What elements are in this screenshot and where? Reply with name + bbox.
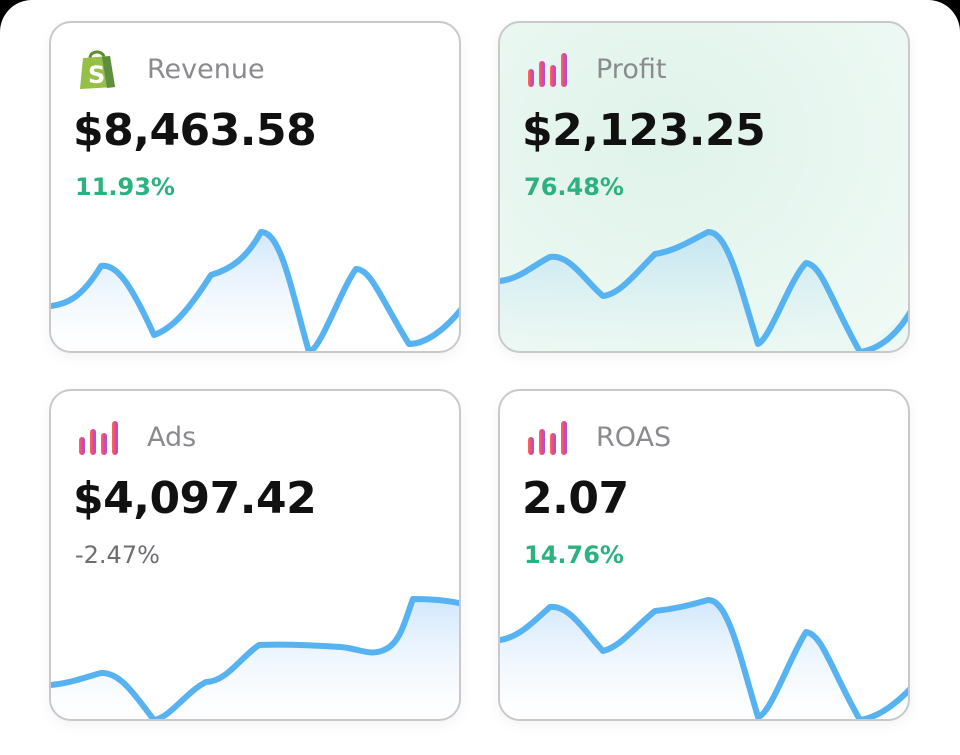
card-value: $2,123.25 [522, 105, 766, 156]
bar-chart-icon [77, 415, 123, 459]
revenue-card[interactable]: S Revenue $8,463.58 11.93% [49, 21, 461, 353]
roas-sparkline [500, 597, 908, 719]
card-header: Profit [526, 47, 666, 91]
profit-card[interactable]: Profit $2,123.25 76.48% [498, 21, 910, 353]
card-change: 11.93% [75, 173, 175, 201]
card-value: $8,463.58 [73, 105, 317, 156]
card-label: ROAS [596, 421, 672, 453]
card-header: ROAS [526, 415, 671, 459]
card-value: $4,097.42 [73, 473, 317, 524]
roas-card[interactable]: ROAS 2.07 14.76% [498, 389, 910, 721]
card-change: 14.76% [524, 541, 624, 569]
shopify-bag-icon: S [77, 47, 123, 91]
svg-text:S: S [88, 61, 105, 89]
profit-sparkline [500, 229, 908, 351]
card-label: Ads [147, 421, 197, 453]
card-value: 2.07 [522, 473, 629, 524]
revenue-sparkline [51, 229, 459, 351]
bar-chart-icon [526, 415, 572, 459]
ads-card[interactable]: Ads $4,097.42 -2.47% [49, 389, 461, 721]
card-header: S Revenue [77, 47, 265, 91]
bar-chart-icon [526, 47, 572, 91]
card-label: Revenue [147, 53, 265, 85]
card-change: 76.48% [524, 173, 624, 201]
card-header: Ads [77, 415, 196, 459]
ads-sparkline [51, 596, 459, 719]
card-label: Profit [596, 53, 667, 85]
card-change: -2.47% [75, 541, 160, 569]
